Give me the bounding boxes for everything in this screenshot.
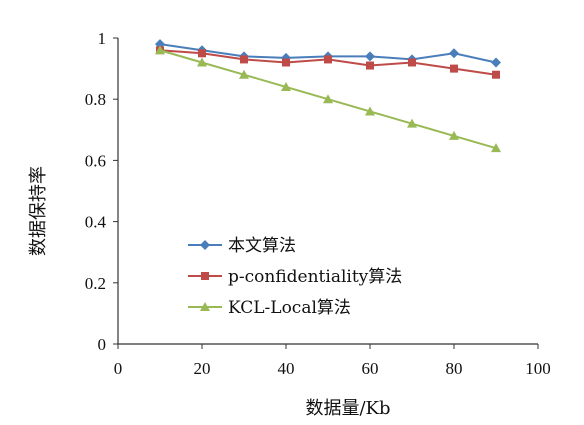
y-tick-label: 0.6 — [85, 151, 106, 170]
x-tick-label: 0 — [114, 359, 123, 378]
data-point — [239, 69, 249, 79]
data-point — [281, 81, 291, 91]
legend-label: KCL-Local算法 — [228, 298, 351, 318]
data-point — [282, 58, 290, 67]
ticks: 0 20 40 60 80 100 0 0.2 0.4 0.6 0.8 1 — [85, 29, 551, 378]
series-3 — [155, 45, 501, 153]
legend-label: 本文算法 — [228, 236, 296, 256]
y-tick-label: 0.4 — [85, 213, 107, 232]
data-point — [491, 57, 501, 68]
data-point — [155, 45, 165, 55]
data-point — [365, 106, 375, 116]
axes — [117, 38, 538, 345]
data-point — [240, 55, 248, 64]
x-tick-label: 40 — [278, 359, 295, 378]
data-point — [491, 143, 501, 153]
data-point — [323, 94, 333, 104]
x-tick-label: 20 — [194, 359, 211, 378]
y-tick-label: 1 — [98, 29, 107, 48]
x-tick-label: 60 — [362, 359, 379, 378]
legend-item: KCL-Local算法 — [188, 298, 351, 318]
data-point — [492, 70, 500, 79]
data-point — [408, 58, 416, 67]
y-tick-label: 0.2 — [85, 274, 106, 293]
series-layer — [155, 39, 501, 153]
data-point — [365, 51, 375, 62]
data-point — [449, 48, 459, 59]
legend: 本文算法 p-confidentiality算法 KCL-Local算法 — [188, 236, 402, 318]
legend-marker — [200, 302, 210, 311]
data-point — [449, 130, 459, 140]
legend-label: p-confidentiality算法 — [228, 267, 402, 287]
y-axis-label: 数据保持率 — [28, 166, 49, 256]
x-tick-label: 80 — [446, 359, 463, 378]
y-tick-label: 0 — [98, 335, 107, 354]
data-point — [324, 55, 332, 64]
legend-marker — [201, 272, 209, 280]
legend-marker — [200, 240, 210, 250]
y-tick-label: 0.8 — [85, 90, 106, 109]
x-axis-label: 数据量/Kb — [305, 398, 390, 419]
legend-item: p-confidentiality算法 — [188, 267, 402, 287]
legend-item: 本文算法 — [188, 236, 296, 256]
x-tick-label: 100 — [525, 359, 551, 378]
data-point — [198, 49, 206, 58]
data-point — [366, 61, 374, 70]
data-point — [450, 64, 458, 73]
data-point — [197, 57, 207, 67]
data-point — [407, 118, 417, 128]
